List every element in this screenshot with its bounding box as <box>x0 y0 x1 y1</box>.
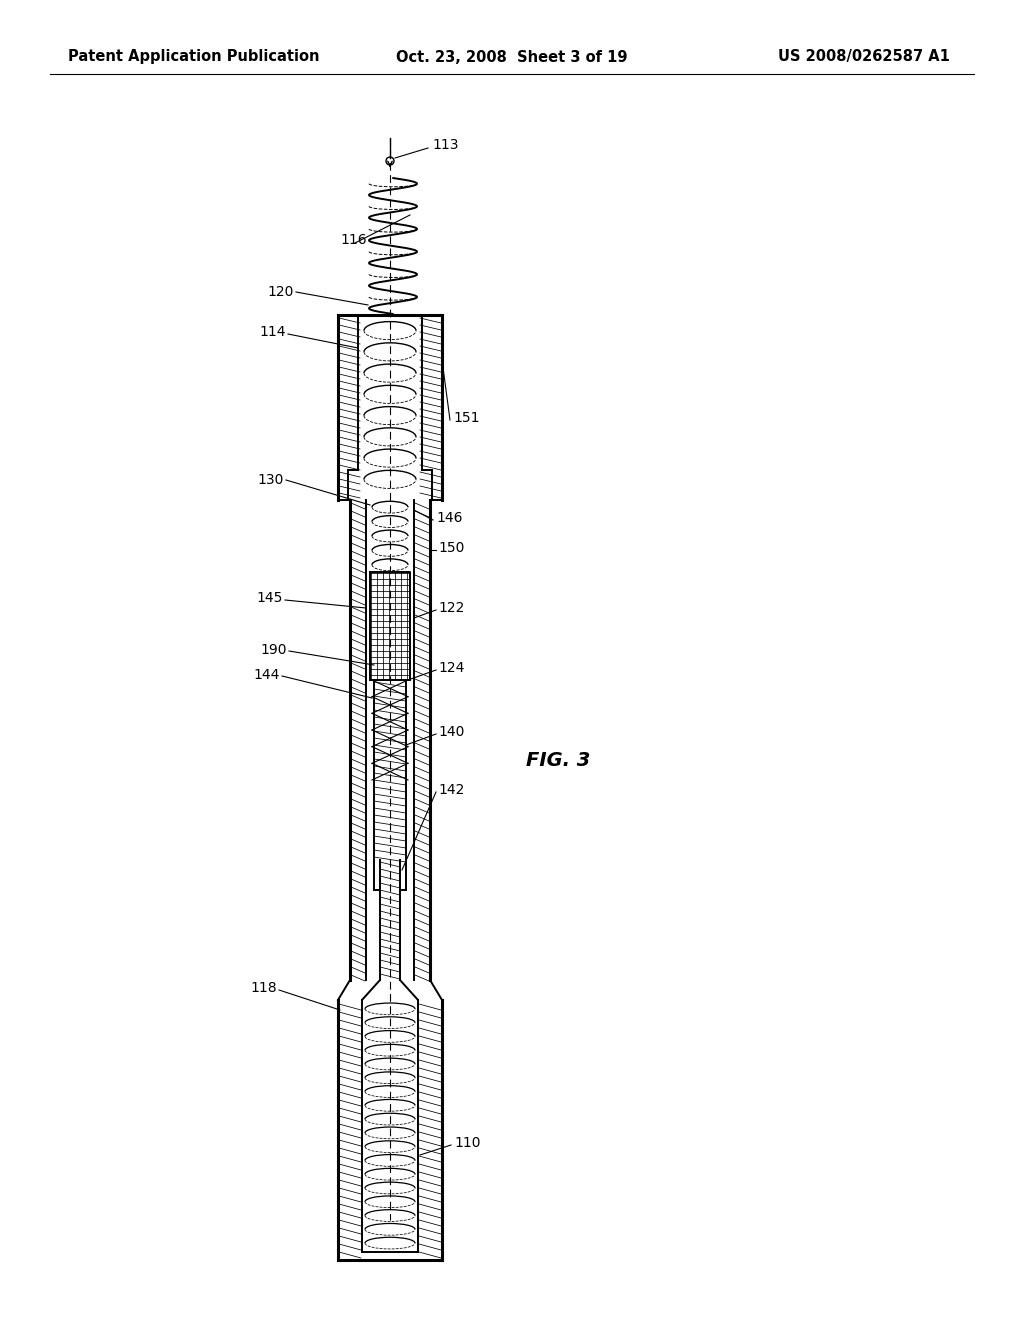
Text: 118: 118 <box>251 981 278 995</box>
Text: FIG. 3: FIG. 3 <box>526 751 591 770</box>
Text: Patent Application Publication: Patent Application Publication <box>68 49 319 65</box>
Text: 114: 114 <box>259 325 286 339</box>
Text: 113: 113 <box>432 139 459 152</box>
Text: 122: 122 <box>438 601 464 615</box>
Text: 190: 190 <box>260 643 287 657</box>
Text: 130: 130 <box>258 473 284 487</box>
Text: 140: 140 <box>438 725 464 739</box>
Text: 110: 110 <box>454 1137 480 1150</box>
Text: 151: 151 <box>453 411 479 425</box>
Text: 146: 146 <box>436 511 463 525</box>
Text: Oct. 23, 2008  Sheet 3 of 19: Oct. 23, 2008 Sheet 3 of 19 <box>396 49 628 65</box>
Text: 145: 145 <box>257 591 283 605</box>
Text: 120: 120 <box>267 285 294 300</box>
Text: US 2008/0262587 A1: US 2008/0262587 A1 <box>778 49 950 65</box>
Text: 144: 144 <box>254 668 280 682</box>
Text: 124: 124 <box>438 661 464 675</box>
Text: 142: 142 <box>438 783 464 797</box>
Text: 116: 116 <box>340 234 367 247</box>
Text: 150: 150 <box>438 541 464 554</box>
